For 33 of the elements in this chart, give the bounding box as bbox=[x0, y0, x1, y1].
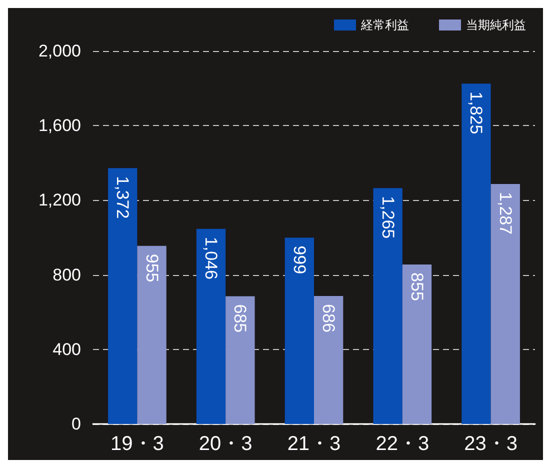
x-tick-label: 19・3 bbox=[110, 433, 164, 455]
bar bbox=[108, 168, 138, 424]
data-label: 1,265 bbox=[378, 196, 398, 239]
bar bbox=[402, 264, 432, 424]
bar bbox=[314, 296, 344, 424]
data-label: 1,046 bbox=[202, 236, 221, 280]
bar bbox=[462, 84, 491, 424]
bar bbox=[196, 228, 226, 424]
data-label: 1,287 bbox=[496, 192, 515, 235]
x-tick-label: 22・3 bbox=[376, 433, 430, 455]
y-tick-label: 1,200 bbox=[38, 190, 81, 210]
bar bbox=[137, 246, 166, 424]
bar bbox=[226, 296, 255, 424]
y-tick-label: 2,000 bbox=[38, 42, 81, 60]
legend-label: 経常利益 bbox=[360, 18, 409, 32]
x-tick-label: 20・3 bbox=[198, 433, 252, 455]
data-label: 1,372 bbox=[113, 176, 132, 219]
y-tick-label: 400 bbox=[52, 340, 81, 359]
data-label: 855 bbox=[407, 272, 426, 301]
bar bbox=[490, 184, 520, 424]
data-label: 685 bbox=[230, 304, 250, 333]
bar bbox=[373, 188, 402, 424]
data-label: 955 bbox=[142, 254, 162, 282]
y-tick-label: 800 bbox=[52, 265, 81, 284]
data-label: 686 bbox=[319, 304, 338, 332]
data-label: 999 bbox=[290, 246, 309, 274]
y-tick-label: 0 bbox=[72, 414, 81, 434]
x-tick-label: 21・3 bbox=[287, 433, 341, 455]
legend-label: 当期純利益 bbox=[466, 18, 526, 32]
bar bbox=[284, 238, 314, 424]
data-label: 1,825 bbox=[466, 92, 486, 134]
x-tick-label: 23・3 bbox=[464, 433, 518, 455]
y-tick-label: 1,600 bbox=[38, 116, 81, 136]
